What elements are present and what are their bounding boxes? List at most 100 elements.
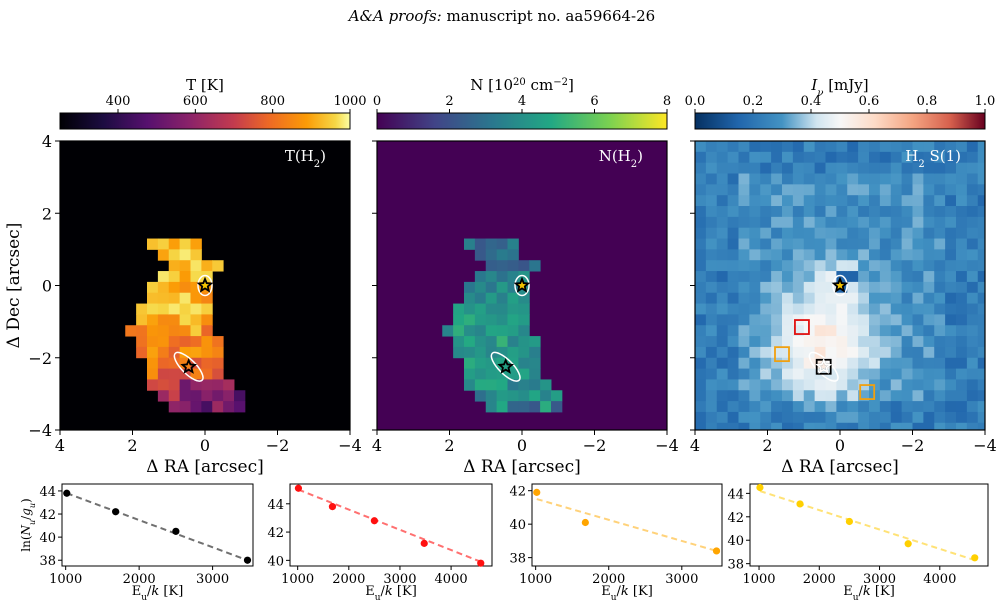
map-pixel bbox=[803, 249, 816, 261]
map-pixel bbox=[934, 346, 946, 359]
map-pixel bbox=[923, 173, 935, 185]
map-pixel bbox=[869, 151, 881, 164]
map-pixel bbox=[977, 151, 985, 164]
map-pixel bbox=[945, 336, 957, 348]
map-pixel bbox=[890, 271, 903, 283]
map-pixel bbox=[179, 314, 191, 326]
map-pixel bbox=[727, 303, 739, 315]
map-pixel bbox=[771, 173, 783, 185]
map-pixel bbox=[792, 151, 805, 164]
map-pixel bbox=[749, 173, 761, 185]
map-pixel bbox=[901, 260, 913, 272]
map-pixel bbox=[529, 368, 541, 380]
map-pixel bbox=[738, 281, 750, 294]
map-pixel bbox=[814, 162, 826, 174]
x-tick-label: 3000 bbox=[665, 572, 698, 587]
map-pixel bbox=[879, 141, 892, 153]
map-pixel bbox=[923, 281, 935, 294]
map-pixel bbox=[485, 357, 498, 370]
map-pixel bbox=[190, 379, 202, 391]
map-pixel bbox=[814, 271, 826, 283]
star-marker bbox=[513, 276, 531, 293]
map-pixel bbox=[803, 151, 816, 164]
map-pixel bbox=[136, 325, 148, 337]
map-pixel bbox=[540, 390, 552, 402]
map-pixel bbox=[738, 260, 750, 272]
map-pixel bbox=[858, 314, 870, 326]
map-pixel bbox=[760, 401, 772, 413]
map-pixel bbox=[977, 271, 985, 283]
colorbar-tick-label: 6 bbox=[590, 94, 598, 109]
map-pixel bbox=[212, 336, 224, 348]
map-pixel bbox=[782, 379, 794, 391]
map-pixel bbox=[727, 336, 739, 348]
map-pixel bbox=[496, 346, 508, 359]
map-pixel bbox=[825, 227, 837, 240]
map-pixel bbox=[966, 141, 979, 153]
map-pixel bbox=[157, 303, 170, 315]
map-pixel bbox=[792, 357, 805, 370]
map-pixel bbox=[858, 368, 870, 380]
map-pixel bbox=[760, 390, 772, 402]
map-pixel bbox=[901, 227, 913, 240]
map-pixel bbox=[847, 227, 859, 240]
source-ellipse bbox=[808, 351, 839, 382]
map-pixel bbox=[879, 390, 892, 402]
map-pixel bbox=[179, 336, 191, 348]
map-pixel bbox=[890, 238, 903, 250]
map-pixel bbox=[923, 216, 935, 229]
map-pixel bbox=[727, 184, 739, 196]
map-pixel bbox=[749, 227, 761, 240]
map-pixel bbox=[190, 346, 202, 359]
map-pixel bbox=[858, 173, 870, 185]
map-pixel bbox=[945, 422, 957, 430]
map-pixel bbox=[179, 379, 191, 391]
map-pixel bbox=[814, 422, 826, 430]
map-pixel bbox=[858, 401, 870, 413]
panel-label: T(H2) bbox=[285, 147, 326, 170]
map-pixel bbox=[847, 401, 859, 413]
map-pixel bbox=[727, 227, 739, 240]
map-pixel bbox=[201, 260, 213, 272]
map-pixel bbox=[890, 401, 903, 413]
map-pixel bbox=[168, 292, 181, 305]
map-pixel bbox=[157, 314, 170, 326]
map-pixel bbox=[223, 401, 235, 413]
map-pixel bbox=[879, 314, 892, 326]
y-tick-label: 2 bbox=[42, 204, 52, 223]
map-pixel bbox=[966, 303, 979, 315]
map-pixel bbox=[792, 206, 805, 218]
map-pixel bbox=[923, 411, 935, 424]
map-pixel bbox=[923, 292, 935, 305]
map-pixel bbox=[464, 346, 476, 359]
map-pixel bbox=[147, 357, 159, 370]
map-pixel bbox=[814, 357, 826, 370]
map-pixel bbox=[825, 346, 837, 359]
map-pixel bbox=[695, 216, 707, 229]
star-marker bbox=[831, 276, 849, 293]
map-pixel bbox=[934, 141, 946, 153]
map-pixel bbox=[168, 260, 181, 272]
map-pixel bbox=[890, 422, 903, 430]
map-pixel bbox=[825, 281, 837, 294]
x-tick-label: −4 bbox=[973, 436, 997, 455]
map-pixel bbox=[847, 195, 859, 207]
map-pixel bbox=[814, 292, 826, 305]
map-pixel bbox=[803, 379, 816, 391]
map-pixel bbox=[749, 292, 761, 305]
map-pixel bbox=[803, 162, 816, 174]
map-pixel bbox=[749, 238, 761, 250]
map-pixel bbox=[836, 292, 848, 305]
map-pixel bbox=[879, 195, 892, 207]
map-pixel bbox=[760, 325, 772, 337]
map-pixel bbox=[803, 303, 816, 315]
map-pixel bbox=[705, 249, 718, 261]
map-pixel bbox=[464, 336, 476, 348]
y-tick-label: 40 bbox=[727, 534, 744, 549]
map-pixel bbox=[923, 184, 935, 196]
map-pixel bbox=[727, 249, 739, 261]
map-pixel bbox=[923, 346, 935, 359]
map-pixel bbox=[869, 249, 881, 261]
map-pixel bbox=[858, 195, 870, 207]
star-marker bbox=[180, 357, 198, 374]
